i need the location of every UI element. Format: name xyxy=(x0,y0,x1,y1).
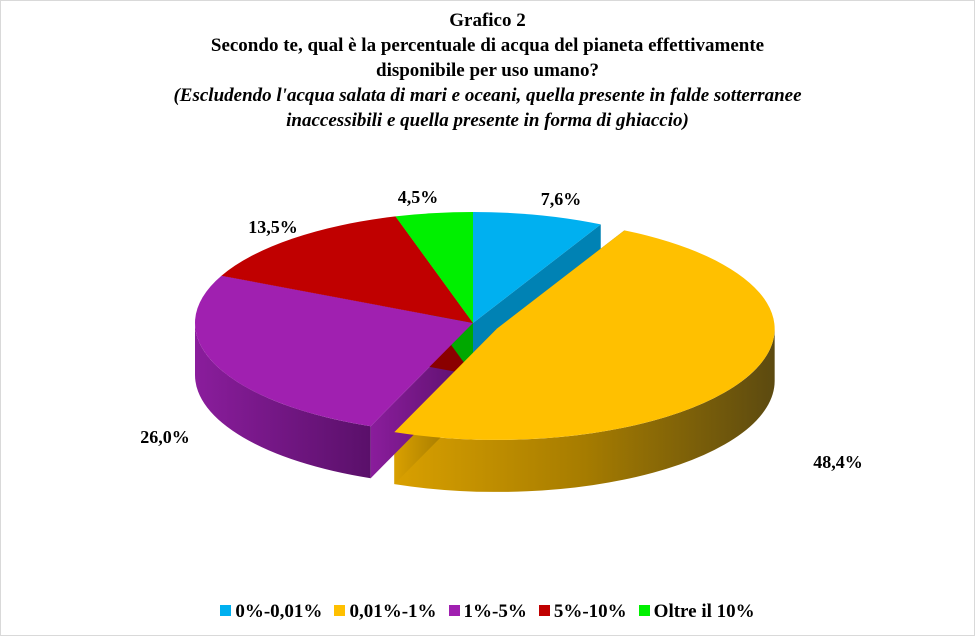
title-line-3: disponibile per uso umano? xyxy=(376,60,599,81)
slice-side-2 xyxy=(194,323,371,479)
legend-item: 5%-10% xyxy=(538,601,627,623)
title-line-1: Grafico 2 xyxy=(449,10,526,31)
legend-label: 0,01%-1% xyxy=(349,601,437,622)
data-label-1: 48,4% xyxy=(813,452,863,472)
legend-item: Oltre il 10% xyxy=(638,601,755,623)
legend-swatch xyxy=(220,605,232,616)
slice-top-1 xyxy=(394,230,775,440)
data-label-4: 4,5% xyxy=(398,187,439,207)
legend-label: Oltre il 10% xyxy=(653,601,755,622)
legend-item: 0,01%-1% xyxy=(334,601,437,623)
data-label-2: 26,0% xyxy=(140,427,190,447)
legend-swatch xyxy=(334,605,346,616)
legend-item: 0%-0,01% xyxy=(220,601,322,623)
legend-label: 0%-0,01% xyxy=(235,601,323,622)
slice-top-3 xyxy=(221,216,473,323)
legend-item: 1%-5% xyxy=(448,601,527,623)
slice-top-4 xyxy=(395,212,473,323)
slice-top-0 xyxy=(473,212,601,323)
legend-swatch xyxy=(448,605,460,616)
legend-swatch xyxy=(638,605,650,616)
title-line-2: Secondo te, qual è la percentuale di acq… xyxy=(210,35,765,56)
data-label-0: 7,6% xyxy=(541,189,582,209)
title-line-4: (Escludendo l'acqua salata di mari e oce… xyxy=(173,85,802,106)
legend-label: 1%-5% xyxy=(463,601,527,622)
chart-title: Grafico 2 Secondo te, qual è la percentu… xyxy=(0,8,975,133)
legend-swatch xyxy=(538,605,550,616)
title-line-5: inaccessibili e quella presente in forma… xyxy=(286,110,689,131)
slice-top-2 xyxy=(194,275,473,427)
chart-legend: 0%-0,01% 0,01%-1% 1%-5% 5%-10% Oltre il 10% xyxy=(0,601,975,623)
legend-label: 5%-10% xyxy=(553,601,627,622)
data-label-3: 13,5% xyxy=(248,217,298,237)
slice-side-1 xyxy=(394,328,775,492)
